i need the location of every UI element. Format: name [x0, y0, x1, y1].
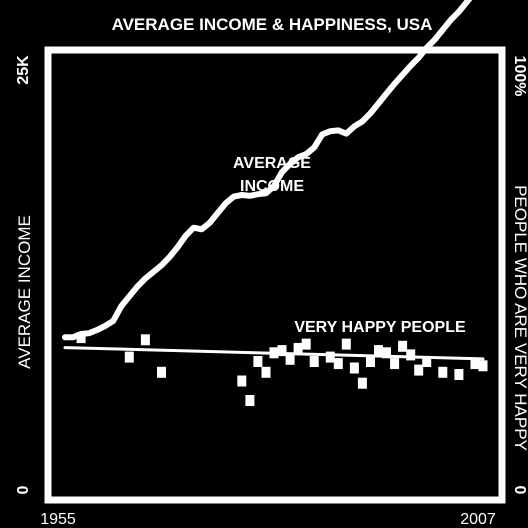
happiness-data-point — [157, 366, 166, 378]
happiness-data-point — [357, 377, 367, 389]
left-axis-tick-max: 25K — [15, 55, 32, 85]
happiness-data-point — [261, 366, 271, 378]
happiness-data-point — [366, 356, 375, 367]
plot-frame — [44, 46, 506, 504]
annotation-happiness: VERY HAPPY PEOPLE — [294, 319, 466, 336]
happiness-data-point — [277, 345, 287, 357]
happiness-data-point — [478, 360, 488, 372]
happiness-data-point — [333, 358, 343, 370]
left-axis-label: AVERAGE INCOME — [15, 215, 34, 369]
happiness-data-point — [301, 338, 311, 350]
chart-title: AVERAGE INCOME & HAPPINESS, USA — [112, 15, 433, 34]
happiness-data-point — [382, 347, 391, 359]
happiness-data-point — [309, 356, 319, 367]
happiness-data-point — [253, 356, 263, 367]
right-axis-tick-min: 0 — [511, 486, 528, 495]
happiness-data-point — [293, 342, 303, 354]
happiness-data-point — [245, 395, 255, 406]
plot-area — [62, 0, 488, 406]
happiness-data-point — [390, 358, 400, 370]
happiness-data-point — [341, 338, 351, 350]
annotation-income-line1: AVERAGE — [233, 155, 311, 172]
happiness-data-point — [140, 334, 150, 346]
happiness-data-point — [414, 364, 424, 376]
right-axis-tick-max: 100% — [511, 56, 528, 97]
right-axis-label: PEOPLE WHO ARE VERY HAPPY — [511, 185, 528, 451]
happiness-data-point — [124, 351, 134, 363]
happiness-data-point — [454, 369, 464, 380]
happiness-data-point — [406, 349, 416, 361]
happiness-data-point — [470, 358, 480, 370]
left-axis-tick-min: 0 — [15, 485, 32, 494]
happiness-data-point — [325, 351, 335, 363]
happiness-data-point — [349, 362, 359, 374]
x-axis-tick-end: 2007 — [460, 511, 496, 528]
happiness-data-point — [374, 345, 383, 357]
happiness-data-point — [76, 332, 86, 344]
happiness-data-point — [438, 366, 448, 378]
annotation-income-line2: INCOME — [240, 178, 304, 195]
x-axis-tick-start: 1955 — [40, 511, 76, 528]
happiness-data-point — [285, 353, 295, 365]
happiness-data-point — [237, 375, 247, 387]
income-series-line — [62, 0, 473, 341]
happiness-data-point — [422, 356, 432, 367]
happiness-data-point — [398, 340, 408, 352]
happiness-trend-line — [63, 346, 485, 361]
